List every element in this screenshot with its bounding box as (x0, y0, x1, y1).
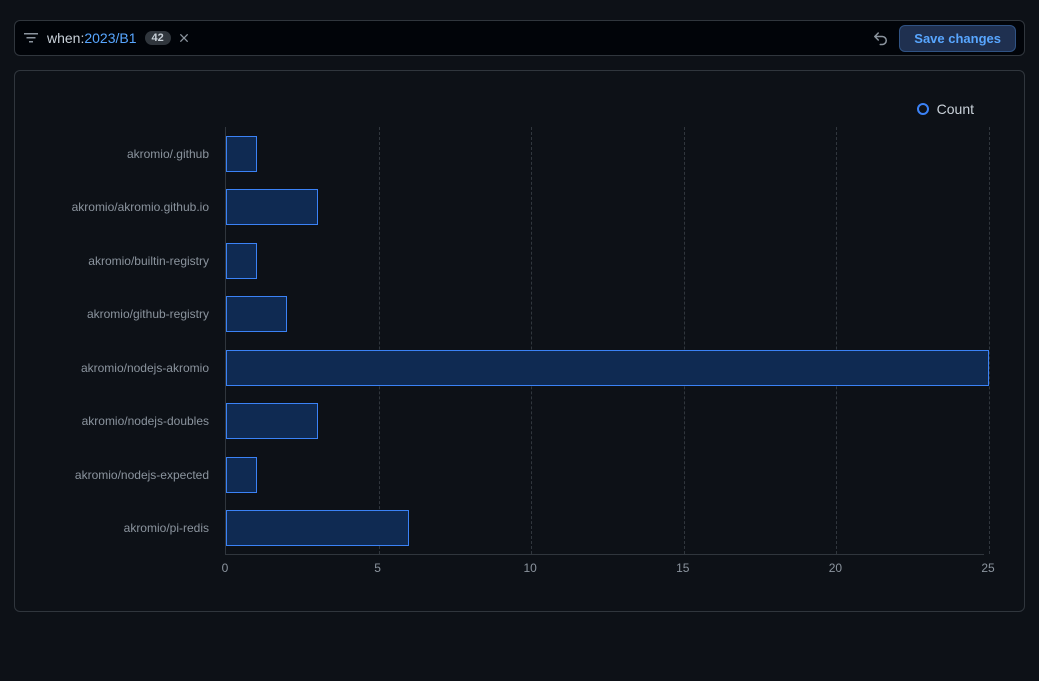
gridline (684, 127, 685, 554)
chart-bar[interactable] (226, 350, 989, 386)
filter-input[interactable]: when:2023/B1 42 (47, 30, 871, 46)
gridline (836, 127, 837, 554)
y-axis-label: akromio/akromio.github.io (35, 181, 225, 235)
filter-prefix: when: (47, 30, 84, 46)
legend-marker-icon (917, 103, 929, 115)
plot-area (225, 127, 984, 555)
chart-legend: Count (35, 101, 984, 117)
chart-bar[interactable] (226, 189, 318, 225)
x-axis: 0510152025 (225, 561, 984, 581)
gridline (989, 127, 990, 554)
y-axis-labels: akromio/.githubakromio/akromio.github.io… (35, 127, 225, 555)
gridline (379, 127, 380, 554)
chart-bar[interactable] (226, 136, 257, 172)
x-axis-tick: 25 (981, 561, 994, 575)
filter-bar: when:2023/B1 42 Save changes (14, 20, 1025, 56)
y-axis-label: akromio/nodejs-akromio (35, 341, 225, 395)
y-axis-label: akromio/pi-redis (35, 502, 225, 556)
y-axis-label: akromio/builtin-registry (35, 234, 225, 288)
save-changes-button[interactable]: Save changes (899, 25, 1016, 52)
y-axis-label: akromio/github-registry (35, 288, 225, 342)
chart-bar[interactable] (226, 403, 318, 439)
undo-icon[interactable] (871, 30, 887, 46)
chart-bar[interactable] (226, 296, 287, 332)
gridline (531, 127, 532, 554)
clear-filter-icon[interactable] (177, 31, 191, 45)
chart-bar[interactable] (226, 510, 409, 546)
y-axis-label: akromio/nodejs-expected (35, 448, 225, 502)
x-axis-tick: 10 (524, 561, 537, 575)
x-axis-tick: 15 (676, 561, 689, 575)
x-axis-tick: 20 (829, 561, 842, 575)
filter-icon[interactable] (23, 30, 39, 46)
x-axis-tick: 5 (374, 561, 381, 575)
filter-value: 2023/B1 (84, 30, 136, 46)
chart-bar[interactable] (226, 243, 257, 279)
chart-bar[interactable] (226, 457, 257, 493)
chart-panel: Count akromio/.githubakromio/akromio.git… (14, 70, 1025, 612)
x-axis-tick: 0 (222, 561, 229, 575)
chart-area: akromio/.githubakromio/akromio.github.io… (35, 127, 984, 555)
y-axis-label: akromio/.github (35, 127, 225, 181)
y-axis-label: akromio/nodejs-doubles (35, 395, 225, 449)
filter-count-badge: 42 (145, 31, 171, 45)
legend-label: Count (937, 101, 974, 117)
